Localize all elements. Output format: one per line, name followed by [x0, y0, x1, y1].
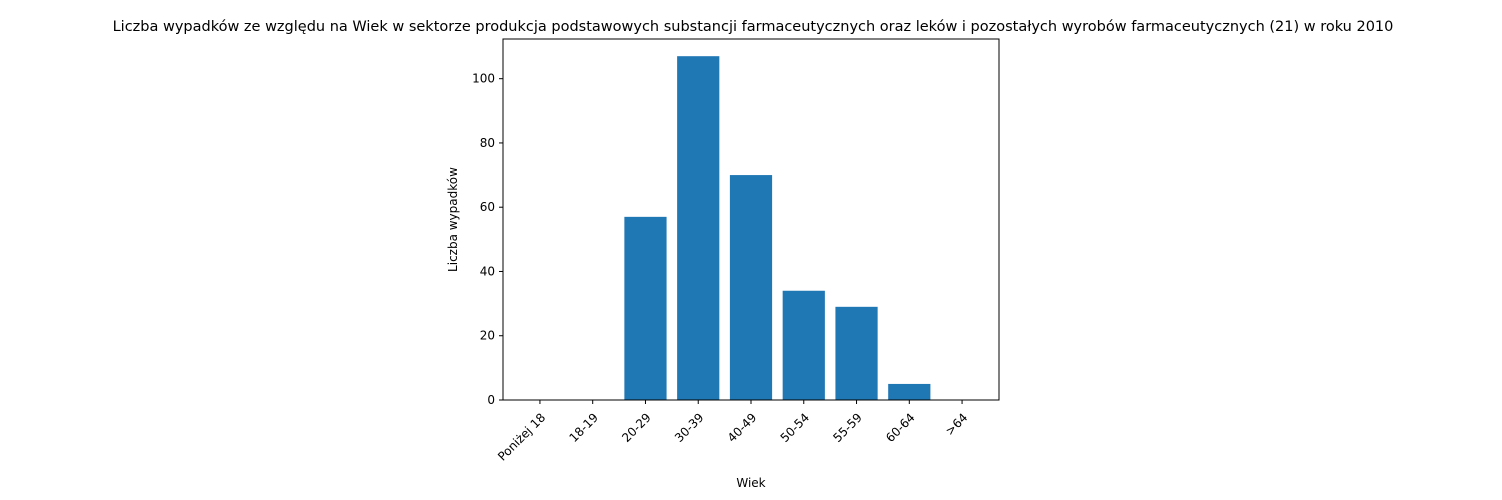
y-axis-label: Liczba wypadków [446, 167, 460, 272]
bar-40-49 [729, 175, 773, 400]
x-tick-label: >64 [943, 410, 971, 438]
x-tick-label: 55-59 [830, 410, 865, 445]
x-tick-label: 60-64 [883, 410, 918, 445]
y-tick-label: 60 [480, 200, 495, 214]
x-axis-label: Wiek [736, 476, 765, 490]
x-tick-label: 40-49 [725, 410, 760, 445]
bar-20-29 [624, 216, 667, 400]
y-tick-label: 40 [480, 264, 495, 278]
x-tick-label: 50-54 [778, 410, 813, 445]
bar-50-54 [782, 290, 825, 400]
x-tick-label: Poniżej 18 [495, 410, 548, 463]
bar-60-64 [888, 383, 931, 400]
x-axis: Poniżej 18 18-19 20-29 30-39 40-49 50-54 55-59… [495, 400, 970, 464]
y-tick-label: 80 [480, 136, 495, 150]
bar-30-39 [677, 56, 720, 400]
bar-55-59 [835, 306, 878, 400]
bars [624, 56, 931, 400]
x-tick-label: 30-39 [672, 410, 707, 445]
x-tick-label: 20-29 [619, 410, 654, 445]
plot-frame [502, 38, 1000, 401]
y-axis: 0 20 40 60 80 100 [472, 72, 503, 407]
y-tick-label: 20 [480, 329, 495, 343]
chart-title: Liczba wypadków ze względu na Wiek w sek… [113, 19, 1394, 35]
x-tick-label: 18-19 [566, 410, 601, 445]
y-tick-label: 0 [487, 393, 495, 407]
y-tick-label: 100 [472, 72, 495, 86]
